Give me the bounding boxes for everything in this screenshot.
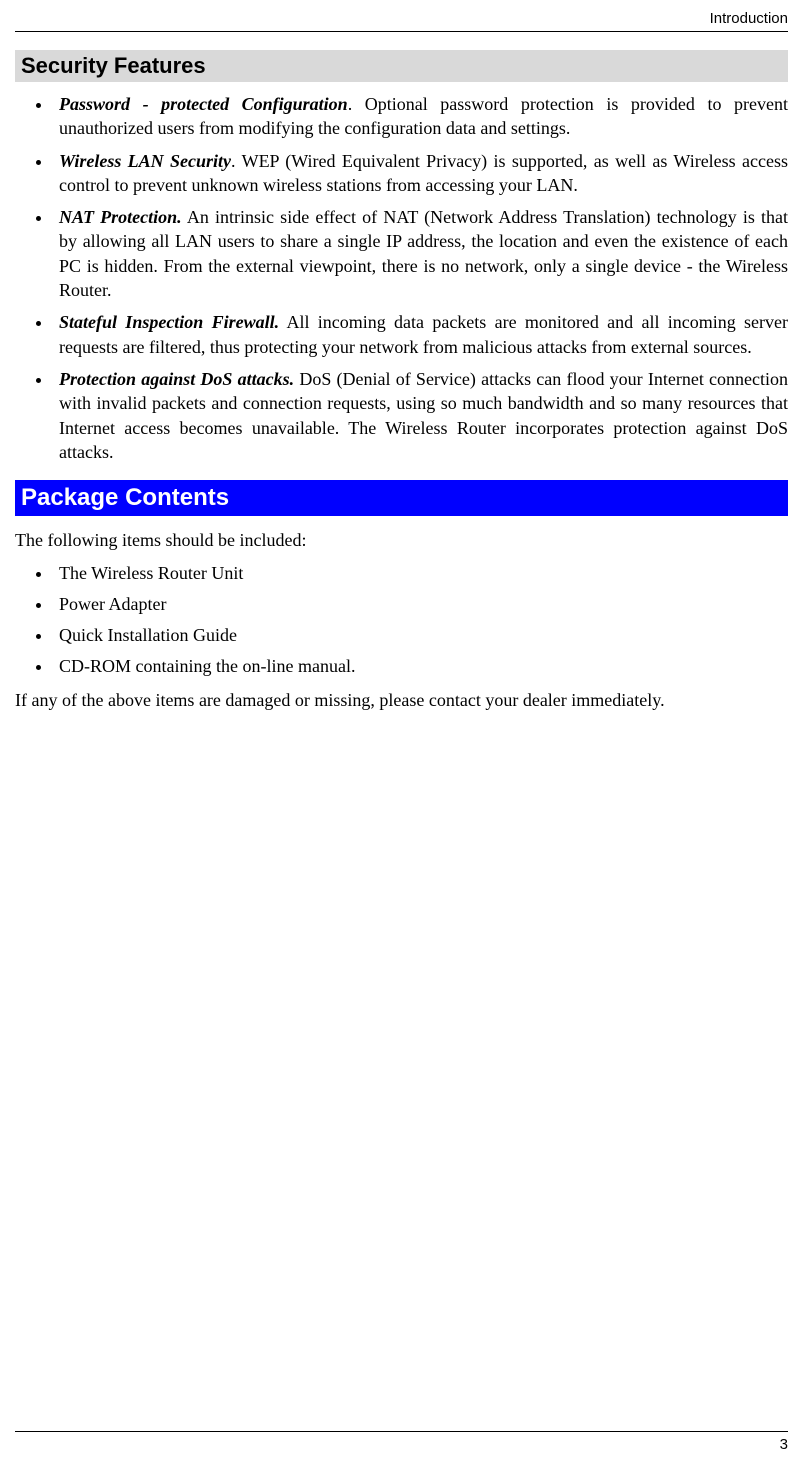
feature-title: NAT Protection. <box>59 207 182 227</box>
package-item: The Wireless Router Unit <box>53 560 788 587</box>
feature-title: Protection against DoS attacks. <box>59 369 294 389</box>
package-outro-text: If any of the above items are damaged or… <box>15 688 788 712</box>
feature-item: Protection against DoS attacks. DoS (Den… <box>53 367 788 464</box>
feature-title: Wireless LAN Security <box>59 151 231 171</box>
feature-item: Password - protected Configuration. Opti… <box>53 92 788 141</box>
feature-item: Stateful Inspection Firewall. All incomi… <box>53 310 788 359</box>
chapter-label: Introduction <box>710 10 788 27</box>
document-page: Introduction Security Features Password … <box>0 0 803 1468</box>
section-security-heading: Security Features <box>15 50 788 82</box>
feature-title: Password - protected Configuration <box>59 94 348 114</box>
page-number: 3 <box>780 1436 788 1453</box>
package-item: CD-ROM containing the on-line manual. <box>53 653 788 680</box>
security-feature-list: Password - protected Configuration. Opti… <box>15 92 788 464</box>
package-item: Power Adapter <box>53 591 788 618</box>
section-package-heading: Package Contents <box>15 480 788 516</box>
package-item: Quick Installation Guide <box>53 622 788 649</box>
package-intro-text: The following items should be included: <box>15 528 788 552</box>
page-header: Introduction <box>15 10 788 32</box>
feature-title: Stateful Inspection Firewall. <box>59 312 279 332</box>
section-package-title: Package Contents <box>21 484 229 511</box>
feature-item: NAT Protection. An intrinsic side effect… <box>53 205 788 302</box>
feature-item: Wireless LAN Security. WEP (Wired Equiva… <box>53 149 788 198</box>
section-security-title: Security Features <box>21 53 206 78</box>
page-footer: 3 <box>15 1431 788 1453</box>
package-item-list: The Wireless Router Unit Power Adapter Q… <box>15 560 788 680</box>
